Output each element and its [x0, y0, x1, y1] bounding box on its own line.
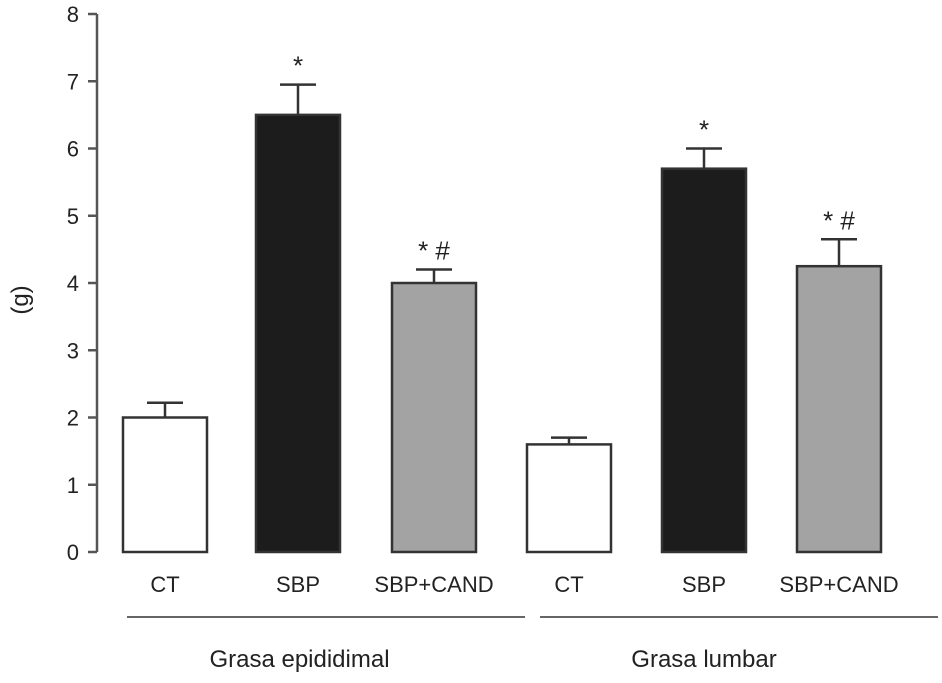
y-tick-label-3: 3: [67, 338, 79, 363]
bars-layer: [121, 83, 883, 554]
category-label-0-1: SBP: [276, 572, 320, 597]
category-label-1-2: SBP+CAND: [779, 572, 898, 597]
y-tick-label-5: 5: [67, 204, 79, 229]
significance-label-0-1: *: [293, 51, 303, 81]
y-axis-label: (g): [7, 285, 34, 314]
group-label-0: Grasa epididimal: [209, 646, 389, 673]
bar-1-2: [795, 264, 883, 554]
bar-0-1: [254, 113, 342, 554]
bar-0-0: [121, 416, 209, 554]
category-label-0-2: SBP+CAND: [374, 572, 493, 597]
significance-label-1-2: * #: [823, 205, 855, 235]
category-label-0-0: CT: [150, 572, 179, 597]
axis-layer: 0 1 2 3 4 5 6 7 8: [67, 2, 99, 565]
y-tick-label-4: 4: [67, 271, 79, 296]
category-label-1-0: CT: [554, 572, 583, 597]
group-label-1: Grasa lumbar: [631, 646, 776, 673]
bar-0-2: [390, 281, 478, 554]
y-tick-label-2: 2: [67, 406, 79, 431]
y-tick-label-8: 8: [67, 2, 79, 27]
y-tick-label-7: 7: [67, 69, 79, 94]
y-tick-label-1: 1: [67, 473, 79, 498]
y-tick-label-0: 0: [67, 540, 79, 565]
significance-label-0-2: * #: [418, 236, 450, 266]
y-tick-label-6: 6: [67, 137, 79, 162]
bar-1-1: [660, 167, 748, 554]
significance-label-1-1: *: [699, 115, 709, 145]
labels-layer: CT * SBP * # SBP+CAND Grasa epididimal CT * SBP *…: [127, 51, 938, 673]
bar-1-0: [525, 443, 613, 554]
category-label-1-1: SBP: [682, 572, 726, 597]
